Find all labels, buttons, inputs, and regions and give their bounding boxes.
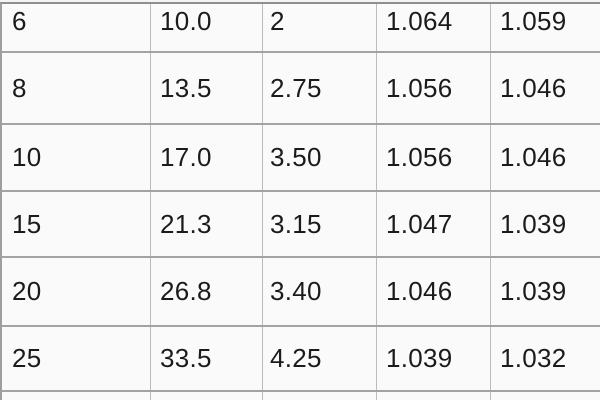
table-cell bbox=[491, 392, 600, 400]
table-cell: 1.039 bbox=[377, 327, 491, 390]
cell-value: 1.039 bbox=[500, 208, 567, 239]
table-row: 20 26.8 3.40 1.046 1.039 bbox=[2, 258, 600, 327]
table-cell bbox=[377, 392, 491, 400]
cell-value: 10.0 bbox=[160, 6, 212, 36]
cell-value: 1.056 bbox=[386, 142, 453, 172]
cell-value: 3.15 bbox=[270, 208, 322, 239]
table-row: 25 33.5 4.25 1.039 1.032 bbox=[2, 327, 600, 392]
table-cell: 33.5 bbox=[151, 327, 263, 390]
cell-value: 21.3 bbox=[160, 208, 212, 239]
cell-value: 1.039 bbox=[500, 276, 567, 306]
table-cell: 1.047 bbox=[377, 192, 491, 256]
cell-value: 1.046 bbox=[500, 72, 567, 103]
cell-value: 1.032 bbox=[500, 343, 567, 373]
cell-value: 26.8 bbox=[160, 276, 212, 306]
table-cell: 17.0 bbox=[151, 125, 263, 190]
table-cell bbox=[263, 392, 377, 400]
table-cell: 1.039 bbox=[491, 192, 600, 256]
cell-value: 1.046 bbox=[386, 276, 453, 306]
cell-value: 20 bbox=[12, 276, 42, 306]
table-cell: 1.046 bbox=[491, 53, 600, 123]
table-cell: 1.064 bbox=[377, 4, 491, 51]
table-row: 8 13.5 2.75 1.056 1.046 bbox=[2, 53, 600, 125]
table-cell: 1.046 bbox=[491, 125, 600, 190]
table-cell: 2 bbox=[263, 4, 377, 51]
table-cell: 3.50 bbox=[263, 125, 377, 190]
table-cell: 26.8 bbox=[151, 258, 263, 325]
table-row: 10 17.0 3.50 1.056 1.046 bbox=[2, 125, 600, 192]
table-row: 15 21.3 3.15 1.047 1.039 bbox=[2, 192, 600, 258]
table-cell: 1.032 bbox=[491, 327, 600, 390]
cell-value: 33.5 bbox=[160, 343, 212, 373]
table-cell bbox=[151, 392, 263, 400]
table-cell: 3.40 bbox=[263, 258, 377, 325]
cell-value: 1.047 bbox=[386, 208, 453, 239]
table-cell: 1.039 bbox=[491, 258, 600, 325]
table-cell: 21.3 bbox=[151, 192, 263, 256]
cell-value: 1.056 bbox=[386, 72, 453, 103]
cell-value: 13.5 bbox=[160, 72, 212, 103]
table-cell: 6 bbox=[2, 4, 151, 51]
cell-value: 25 bbox=[12, 343, 42, 373]
table-cell: 10 bbox=[2, 125, 151, 190]
cell-value: 10 bbox=[12, 142, 42, 172]
cell-value: 2 bbox=[270, 6, 285, 36]
table-row-partial-cropped bbox=[2, 392, 600, 400]
table-cell: 3.15 bbox=[263, 192, 377, 256]
table-cell: 25 bbox=[2, 327, 151, 390]
table-cell: 15 bbox=[2, 192, 151, 256]
cell-value: 4.25 bbox=[270, 343, 322, 373]
cell-value: 6 bbox=[12, 6, 27, 36]
table-cell: 1.056 bbox=[377, 53, 491, 123]
cell-value: 1.046 bbox=[500, 142, 567, 172]
cell-value: 15 bbox=[12, 208, 42, 239]
cell-value: 1.039 bbox=[386, 343, 453, 373]
table-cell: 20 bbox=[2, 258, 151, 325]
table-cell: 1.059 bbox=[491, 4, 600, 51]
cropped-row-top-sliver bbox=[0, 0, 600, 2]
table-cell: 1.046 bbox=[377, 258, 491, 325]
table-cell bbox=[2, 392, 151, 400]
cell-value: 3.50 bbox=[270, 142, 322, 172]
cell-value: 8 bbox=[12, 72, 27, 103]
cell-value: 1.059 bbox=[500, 6, 567, 36]
cell-value: 17.0 bbox=[160, 142, 212, 172]
cell-value: 3.40 bbox=[270, 276, 322, 306]
table-cell: 2.75 bbox=[263, 53, 377, 123]
cell-value: 1.064 bbox=[386, 6, 453, 36]
table-cell: 10.0 bbox=[151, 4, 263, 51]
cell-value: 2.75 bbox=[270, 72, 322, 103]
table-cell: 8 bbox=[2, 53, 151, 123]
table-cell: 4.25 bbox=[263, 327, 377, 390]
table-cell: 1.056 bbox=[377, 125, 491, 190]
table-row: 6 10.0 2 1.064 1.059 bbox=[2, 4, 600, 53]
table-cell: 13.5 bbox=[151, 53, 263, 123]
